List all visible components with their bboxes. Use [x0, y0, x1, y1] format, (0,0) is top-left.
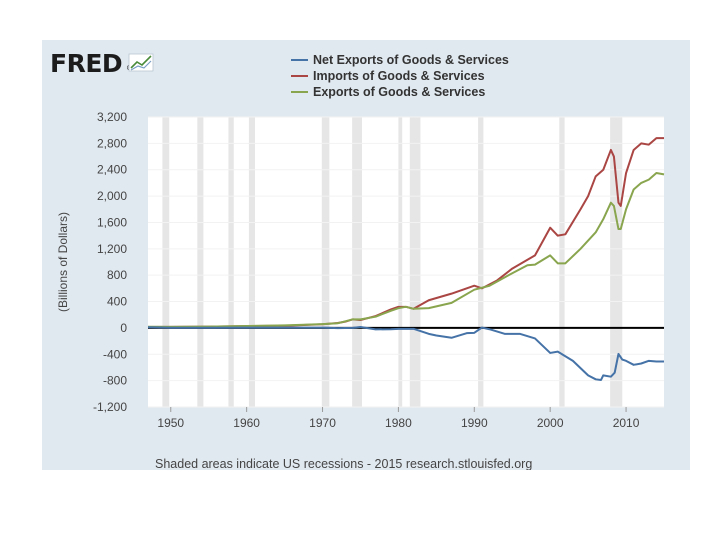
recession-note: Shaded areas indicate US recessions - 20…: [155, 457, 532, 470]
recession-band-0: [162, 117, 170, 407]
y-tick-label: -400: [103, 347, 127, 361]
legend-label-imports: Imports of Goods & Services: [313, 69, 485, 83]
legend-item-exports: Exports of Goods & Services: [291, 85, 485, 99]
legend-label-exports: Exports of Goods & Services: [313, 85, 485, 99]
x-tick-label: 1970: [309, 416, 336, 430]
x-tick-label: 1960: [233, 416, 260, 430]
x-axis-ticks: 1950 1960 1970 1980 1990 2000 2010: [157, 407, 640, 430]
recession-bands: [162, 117, 623, 407]
plot-area: [148, 117, 664, 407]
y-tick-label: -800: [103, 374, 127, 388]
y-tick-label: 800: [107, 268, 127, 282]
y-tick-label: 2,800: [97, 136, 127, 150]
recession-band-2: [228, 117, 234, 407]
legend-item-net-exports: Net Exports of Goods & Services: [291, 53, 509, 67]
net-exports-line: [147, 325, 664, 381]
y-axis-label: (Billions of Dollars): [56, 212, 70, 312]
legend-item-imports: Imports of Goods & Services: [291, 69, 485, 83]
y-axis-ticks: 3,200 2,800 2,400 2,000 1,600 1,200 800 400 0 -40…: [93, 110, 127, 414]
fred-logo-text: FRED: [50, 49, 122, 78]
y-tick-label: 2,000: [97, 189, 127, 203]
y-tick-label: 2,400: [97, 163, 127, 177]
y-tick-label: 0: [120, 321, 127, 335]
chart-panel: FRED ® Net Exports of Goods & Services I…: [42, 40, 690, 470]
recession-band-10: [610, 117, 623, 407]
recession-band-7: [409, 117, 421, 407]
recession-band-8: [478, 117, 484, 407]
recession-band-9: [559, 117, 565, 407]
x-tick-label: 2000: [537, 416, 564, 430]
y-tick-label: 400: [107, 295, 127, 309]
fred-logo: FRED ®: [50, 49, 154, 78]
recession-band-3: [248, 117, 255, 407]
x-tick-label: 1980: [385, 416, 412, 430]
data-series: [147, 137, 665, 381]
y-tick-label: 3,200: [97, 110, 127, 124]
gridlines: [148, 116, 664, 408]
y-tick-label: 1,200: [97, 242, 127, 256]
recession-band-5: [352, 117, 362, 407]
chart-svg: FRED ® Net Exports of Goods & Services I…: [50, 49, 665, 470]
y-tick-label: -1,200: [93, 400, 127, 414]
exports-line: [147, 172, 665, 328]
recession-band-6: [398, 117, 403, 407]
y-tick-label: 1,600: [97, 215, 127, 229]
recession-band-1: [197, 117, 204, 407]
x-tick-label: 2010: [613, 416, 640, 430]
legend: Net Exports of Goods & Services Imports …: [291, 53, 509, 99]
recession-band-4: [321, 117, 330, 407]
legend-label-net-exports: Net Exports of Goods & Services: [313, 53, 509, 67]
x-tick-label: 1990: [461, 416, 488, 430]
x-tick-label: 1950: [157, 416, 184, 430]
fred-logo-chart-icon: [128, 53, 154, 72]
